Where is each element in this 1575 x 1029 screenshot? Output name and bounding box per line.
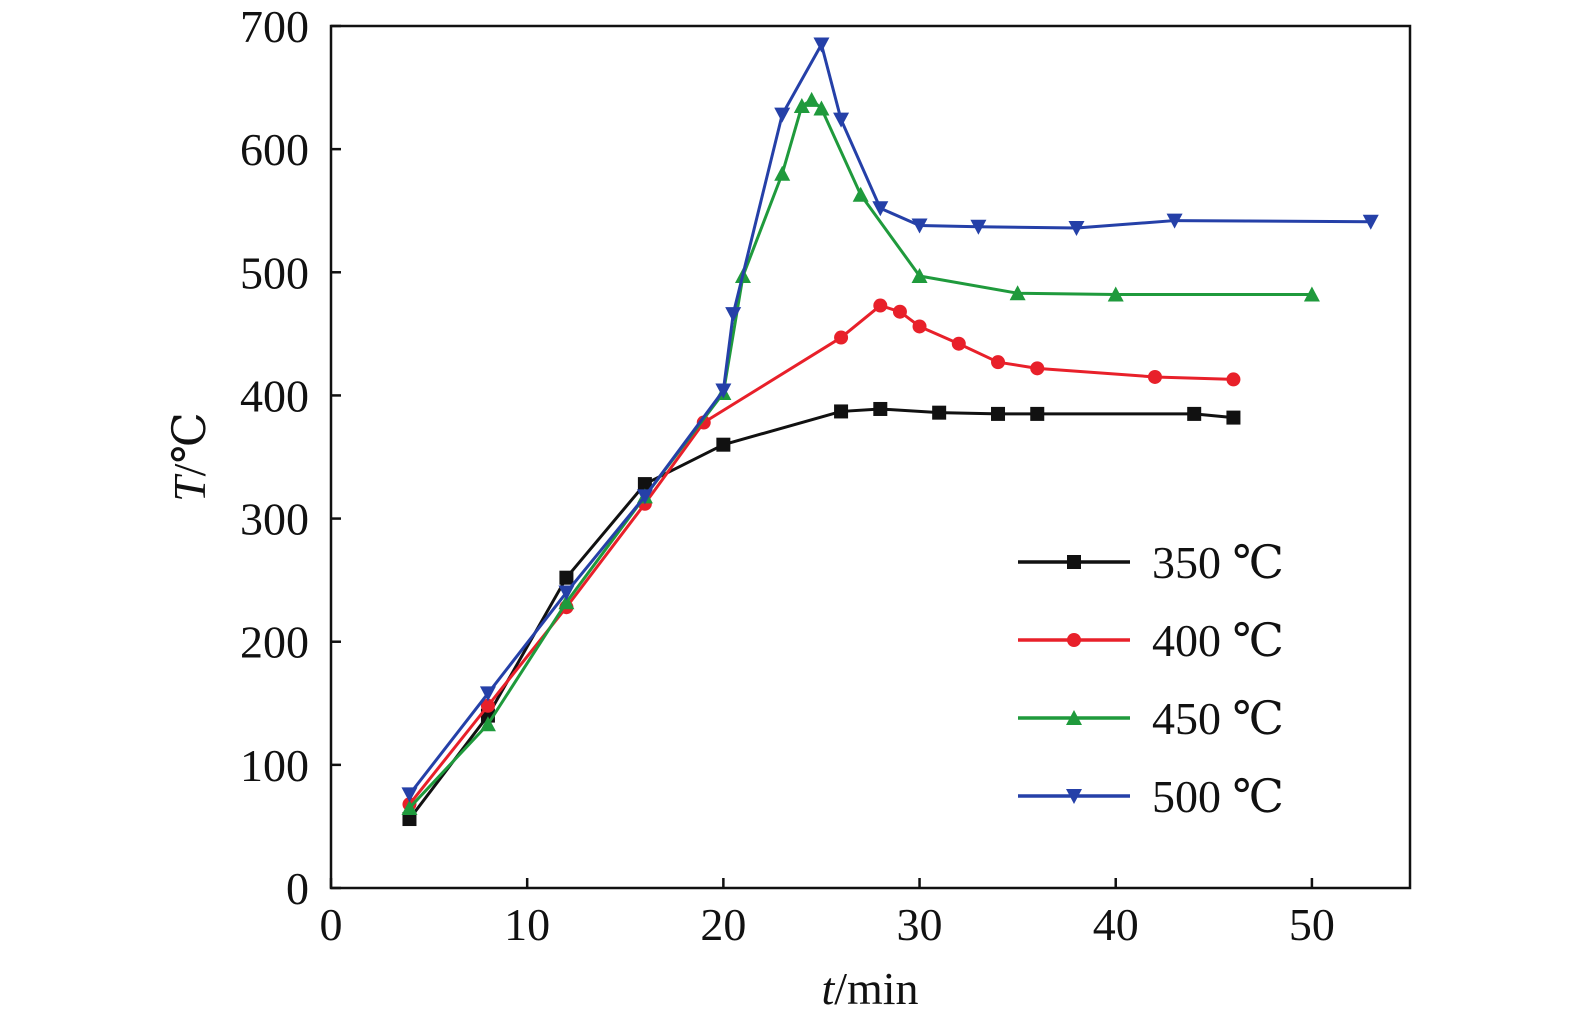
series-line (408, 407, 1234, 820)
y-tick-label: 400 (240, 370, 309, 421)
data-point (402, 812, 417, 827)
x-axis-label-italic: t (821, 963, 835, 1014)
data-point (1147, 369, 1162, 384)
y-axis-label-unit: /℃ (164, 412, 215, 476)
series-4 (401, 37, 1379, 803)
data-point (834, 404, 849, 419)
data-point (813, 100, 830, 116)
x-tick-label: 30 (897, 899, 943, 950)
data-point (892, 304, 907, 319)
legend: 350 ℃ 400 ℃ 450 ℃ 500 ℃ (1018, 537, 1284, 822)
legend-label: 400 ℃ (1152, 615, 1284, 666)
data-point (696, 415, 711, 430)
legend-marker (1066, 710, 1082, 725)
series-line (408, 304, 1234, 806)
data-point (793, 98, 810, 114)
data-point (716, 437, 731, 452)
data-point (1009, 285, 1026, 301)
legend-item: 450 ℃ (1018, 693, 1284, 744)
data-point (558, 594, 575, 610)
series-layer (401, 37, 1379, 827)
data-point (834, 330, 849, 345)
series-1 (402, 401, 1241, 827)
data-point (873, 401, 888, 416)
legend-label: 500 ℃ (1152, 771, 1284, 822)
legend-marker (1066, 789, 1082, 804)
data-point (1303, 286, 1320, 302)
data-point (1166, 213, 1183, 229)
y-axis-label-italic: T (164, 473, 215, 502)
data-point (1030, 361, 1045, 376)
data-point (951, 336, 966, 351)
data-point (559, 570, 574, 585)
data-point (813, 37, 830, 53)
legend-item: 400 ℃ (1018, 615, 1284, 666)
data-point (1226, 372, 1241, 387)
data-point (558, 585, 575, 601)
data-point (991, 355, 1006, 370)
data-point (1107, 286, 1124, 302)
y-axis-label: T/℃ (164, 412, 215, 502)
data-point (479, 686, 496, 702)
y-tick-label: 300 (240, 494, 309, 545)
y-tick-label: 100 (240, 740, 309, 791)
data-point (932, 405, 947, 420)
data-point (873, 298, 888, 313)
data-point (912, 319, 927, 334)
x-tick-label: 0 (320, 899, 343, 950)
data-point (1226, 410, 1241, 425)
data-point (803, 91, 820, 107)
series-2 (402, 298, 1241, 812)
data-point (637, 477, 652, 492)
data-point (911, 218, 928, 234)
legend-marker (1067, 555, 1081, 569)
y-tick-label: 500 (240, 247, 309, 298)
data-point (872, 201, 889, 217)
data-point (1068, 220, 1085, 236)
x-tick-label: 50 (1289, 899, 1335, 950)
y-tick-label: 0 (286, 863, 309, 914)
x-tick-label: 40 (1093, 899, 1139, 950)
legend-item: 500 ℃ (1018, 771, 1284, 822)
data-point (1187, 406, 1202, 421)
x-tick-label: 10 (504, 899, 550, 950)
legend-item: 350 ℃ (1018, 537, 1284, 588)
data-point (852, 186, 869, 202)
x-tick-label: 20 (700, 899, 746, 950)
x-axis-label: t/min (821, 963, 918, 1014)
y-tick-label: 600 (240, 124, 309, 175)
data-point (991, 406, 1006, 421)
legend-label: 350 ℃ (1152, 537, 1284, 588)
x-axis-label-unit: /min (834, 963, 918, 1014)
data-point (970, 219, 987, 235)
plot-frame (329, 24, 1412, 890)
data-point (1362, 214, 1379, 230)
y-tick-label: 700 (240, 1, 309, 52)
data-point (774, 107, 791, 123)
data-point (1030, 406, 1045, 421)
data-point (911, 267, 928, 283)
data-point (774, 165, 791, 181)
data-point (715, 383, 732, 399)
data-point (833, 112, 850, 128)
data-point (479, 716, 496, 732)
data-point (725, 307, 742, 323)
data-point (401, 799, 418, 815)
data-point (480, 698, 495, 713)
data-point (636, 489, 653, 505)
legend-label: 450 ℃ (1152, 693, 1284, 744)
legend-marker (1067, 633, 1081, 647)
y-tick-label: 200 (240, 617, 309, 668)
data-point (401, 787, 418, 803)
